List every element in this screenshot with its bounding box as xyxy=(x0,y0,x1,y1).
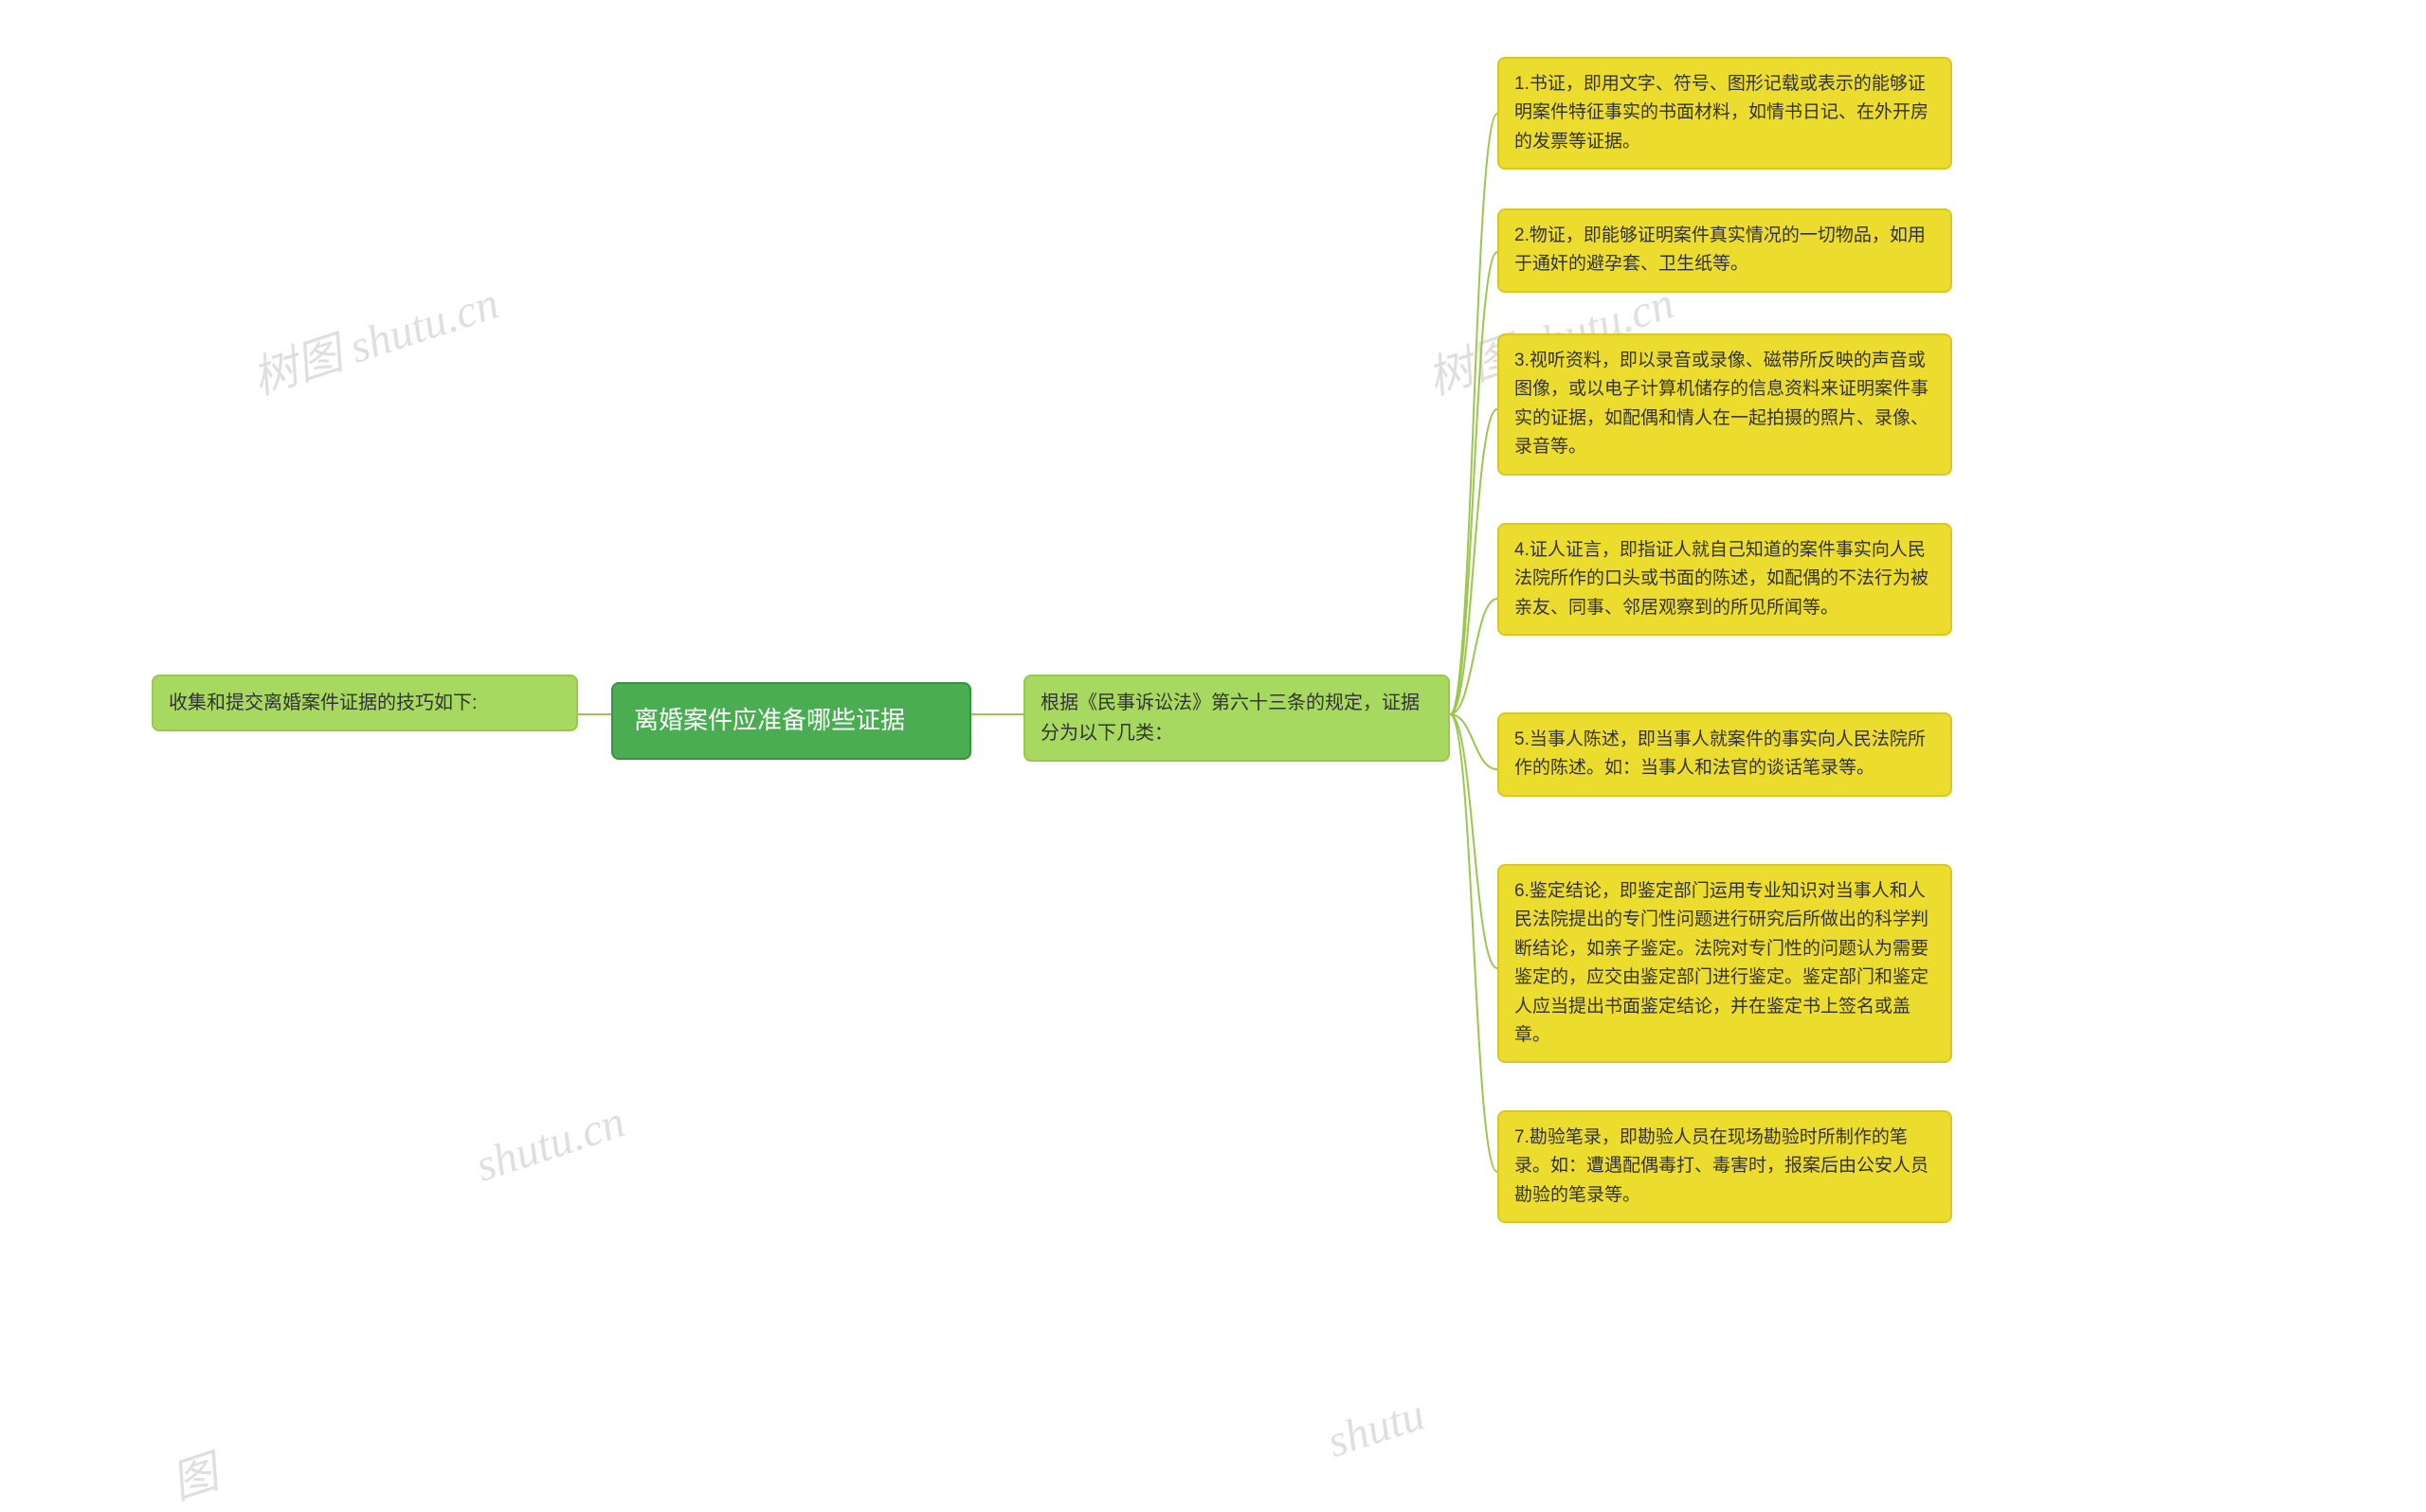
left-branch-node[interactable]: 收集和提交离婚案件证据的技巧如下: xyxy=(152,675,578,731)
leaf-node-6[interactable]: 6.鉴定结论，即鉴定部门运用专业知识对当事人和人民法院提出的专门性问题进行研究后… xyxy=(1497,864,1952,1063)
left-branch-label: 收集和提交离婚案件证据的技巧如下: xyxy=(169,693,478,713)
watermark: shutu.cn xyxy=(469,1095,630,1192)
watermark: 树图 shutu.cn xyxy=(243,265,506,407)
leaf-text: 2.物证，即能够证明案件真实情况的一切物品，如用于通奸的避孕套、卫生纸等。 xyxy=(1514,225,1926,274)
leaf-text: 3.视听资料，即以录音或录像、磁带所反映的声音或图像，或以电子计算机储存的信息资… xyxy=(1514,351,1928,457)
leaf-text: 4.证人证言，即指证人就自己知道的案件事实向人民法院所作的口头或书面的陈述，如配… xyxy=(1514,540,1928,618)
watermark: shutu xyxy=(1321,1388,1431,1467)
leaf-text: 1.书证，即用文字、符号、图形记载或表示的能够证明案件特征事实的书面材料，如情书… xyxy=(1514,74,1928,152)
right-branch-node[interactable]: 根据《民事诉讼法》第六十三条的规定，证据分为以下几类： xyxy=(1023,675,1450,762)
leaf-text: 7.勘验笔录，即勘验人员在现场勘验时所制作的笔录。如：遭遇配偶毒打、毒害时，报案… xyxy=(1514,1127,1928,1205)
leaf-text: 5.当事人陈述，即当事人就案件的事实向人民法院所作的陈述。如：当事人和法官的谈话… xyxy=(1514,729,1926,778)
leaf-node-1[interactable]: 1.书证，即用文字、符号、图形记载或表示的能够证明案件特征事实的书面材料，如情书… xyxy=(1497,57,1952,170)
leaf-node-3[interactable]: 3.视听资料，即以录音或录像、磁带所反映的声音或图像，或以电子计算机储存的信息资… xyxy=(1497,333,1952,476)
root-node[interactable]: 离婚案件应准备哪些证据 xyxy=(611,682,971,760)
root-label: 离婚案件应准备哪些证据 xyxy=(634,706,905,734)
leaf-text: 6.鉴定结论，即鉴定部门运用专业知识对当事人和人民法院提出的专门性问题进行研究后… xyxy=(1514,881,1928,1045)
leaf-node-5[interactable]: 5.当事人陈述，即当事人就案件的事实向人民法院所作的陈述。如：当事人和法官的谈话… xyxy=(1497,712,1952,797)
leaf-node-7[interactable]: 7.勘验笔录，即勘验人员在现场勘验时所制作的笔录。如：遭遇配偶毒打、毒害时，报案… xyxy=(1497,1110,1952,1223)
leaf-node-4[interactable]: 4.证人证言，即指证人就自己知道的案件事实向人民法院所作的口头或书面的陈述，如配… xyxy=(1497,523,1952,636)
right-branch-label: 根据《民事诉讼法》第六十三条的规定，证据分为以下几类： xyxy=(1041,693,1420,744)
leaf-node-2[interactable]: 2.物证，即能够证明案件真实情况的一切物品，如用于通奸的避孕套、卫生纸等。 xyxy=(1497,208,1952,293)
watermark: 图 xyxy=(161,1434,225,1511)
